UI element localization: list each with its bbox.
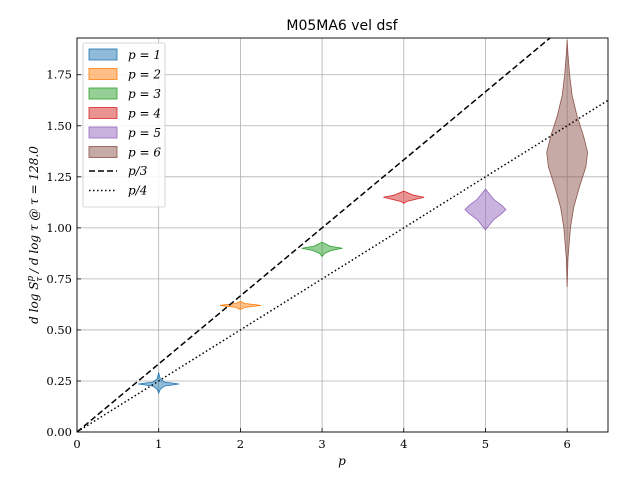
violin-p3	[301, 241, 343, 258]
x-tick-label: 0	[73, 437, 80, 451]
y-axis-label: d log Spτ / d log τ @ τ = 128.0	[26, 146, 45, 324]
y-tick-label: 0.50	[46, 323, 72, 337]
y-tick-label: 1.50	[46, 119, 72, 133]
y-tick-label: 0.00	[46, 425, 72, 439]
x-tick-label: 1	[155, 437, 162, 451]
legend-swatch	[88, 48, 118, 61]
legend-label: p = 1	[128, 48, 161, 62]
reference-line-p-over-3	[76, 37, 551, 433]
reference-line-p-over-4	[76, 99, 609, 433]
x-tick-label: 3	[318, 437, 325, 451]
legend-swatch	[88, 87, 118, 100]
legend-swatch	[88, 126, 118, 139]
plot-frame	[76, 37, 609, 433]
violin-p4	[383, 190, 425, 204]
y-tick-label: 1.75	[46, 68, 72, 82]
legend-label: p = 6	[128, 146, 161, 160]
x-tick-label: 6	[563, 437, 570, 451]
violin-p6	[546, 40, 588, 288]
x-tick-label: 4	[400, 437, 407, 451]
y-tick-label: 1.00	[46, 221, 72, 235]
chart-title: M05MA6 vel dsf	[286, 18, 398, 34]
legend-label: p = 4	[128, 107, 161, 121]
violin-p2	[219, 300, 261, 310]
x-axis-label: p	[338, 454, 346, 468]
legend-label: p = 3	[128, 87, 161, 101]
legend-box	[82, 42, 166, 208]
reference-lines	[76, 37, 609, 433]
violin-p5	[464, 188, 507, 231]
y-tick-label: 1.25	[46, 170, 72, 184]
legend-swatch	[88, 107, 118, 119]
ticks: 0 1 2 3 4 5 6 0.00 0.25 0.50 0.75 1.00 1.25 1.50 1.75	[46, 68, 570, 451]
legend-swatch	[88, 68, 118, 80]
violins	[138, 40, 588, 395]
legend: p = 1 p = 2 p = 3 p = 4 p = 5 p = 6 p/3 p/4	[82, 42, 166, 208]
legend-label: p/3	[128, 164, 148, 178]
legend-label: p = 2	[128, 68, 161, 82]
legend-swatch	[88, 146, 118, 158]
legend-label: p/4	[128, 184, 147, 198]
x-tick-label: 2	[237, 437, 244, 451]
y-tick-label: 0.25	[46, 374, 72, 388]
x-tick-label: 5	[482, 437, 489, 451]
legend-label: p = 5	[128, 126, 161, 140]
violin-p1	[138, 371, 180, 395]
y-tick-label: 0.75	[46, 272, 72, 286]
grid	[76, 38, 608, 433]
